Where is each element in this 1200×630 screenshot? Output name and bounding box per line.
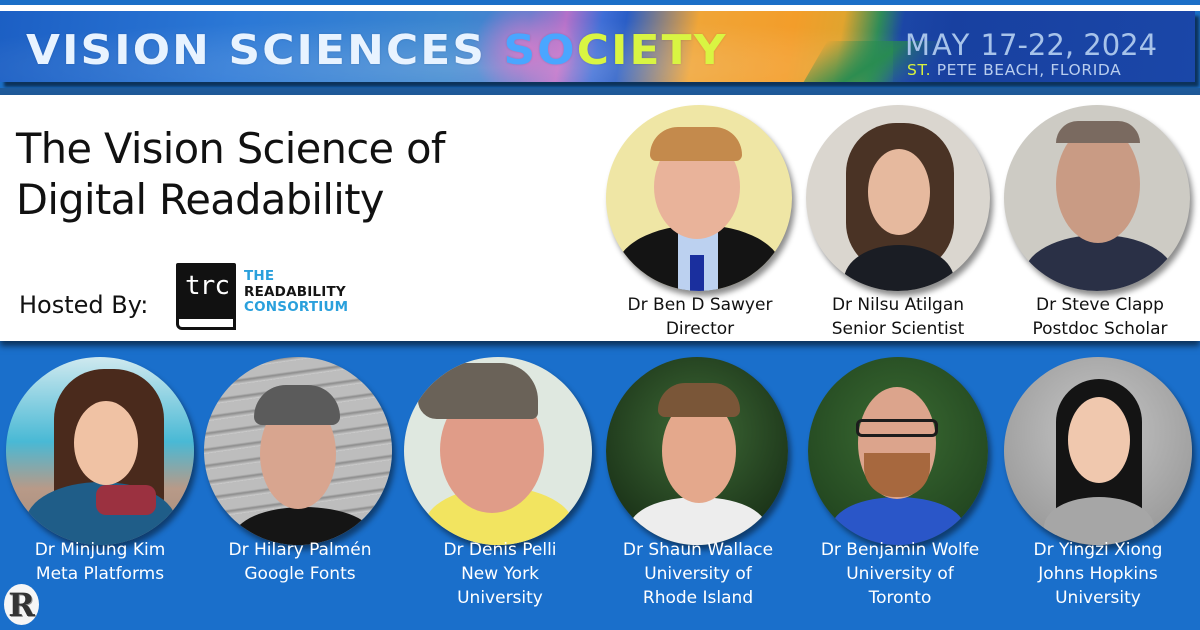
speakers-panel: Dr Minjung Kim Meta Platforms Dr Hilary … bbox=[0, 341, 1200, 630]
speaker-name: Dr Minjung Kim bbox=[34, 540, 166, 560]
event-title: The Vision Science of Digital Readabilit… bbox=[16, 123, 596, 225]
hosted-by-label: Hosted By: bbox=[19, 291, 149, 319]
event-info-panel: The Vision Science of Digital Readabilit… bbox=[0, 95, 1200, 341]
vss-organization-title: VISION SCIENCES SOCIETY bbox=[26, 26, 728, 76]
banner-pink-glow bbox=[470, 11, 580, 82]
portrait-photo bbox=[6, 357, 194, 545]
conference-location: ST. PETE BEACH, FLORIDA bbox=[907, 61, 1122, 79]
speaker-name: Dr Denis Pelli bbox=[443, 540, 557, 560]
person-role: Postdoc Scholar bbox=[1032, 319, 1168, 339]
portrait-photo bbox=[1004, 357, 1192, 545]
speaker-affiliation-line2: University bbox=[1055, 588, 1141, 608]
portrait-photo bbox=[808, 357, 988, 545]
speaker-name: Dr Shaun Wallace bbox=[622, 540, 774, 560]
speaker-affiliation: Google Fonts bbox=[244, 564, 356, 584]
person-name: Dr Steve Clapp bbox=[1036, 295, 1164, 315]
speaker-affiliation-line2: Rhode Island bbox=[642, 588, 754, 608]
person-name: Dr Ben D Sawyer bbox=[627, 295, 773, 315]
vss-title-part1: VISION SCIENCES bbox=[26, 26, 487, 74]
speaker-affiliation: Meta Platforms bbox=[35, 564, 165, 584]
event-title-line1: The Vision Science of bbox=[16, 124, 445, 173]
event-title-line2: Digital Readability bbox=[16, 175, 384, 224]
portrait-photo bbox=[404, 357, 592, 545]
vss-title-society: SOCIETY bbox=[503, 26, 728, 74]
speaker-affiliation: Johns Hopkins bbox=[1038, 564, 1158, 584]
person-name: Dr Nilsu Atilgan bbox=[831, 295, 965, 315]
trc-logo: trc THE READABILITY CONSORTIUM bbox=[176, 263, 366, 333]
trc-wordmark: THE READABILITY CONSORTIUM bbox=[244, 268, 349, 315]
speaker-name: Dr Yingzi Xiong bbox=[1033, 540, 1163, 560]
banner-date-panel bbox=[893, 11, 1195, 82]
top-white-line bbox=[0, 5, 1200, 11]
readability-r-logo-icon: R bbox=[4, 584, 39, 625]
portrait-photo bbox=[606, 105, 792, 291]
speaker-affiliation-line2: University bbox=[457, 588, 543, 608]
portrait-photo bbox=[1004, 105, 1190, 291]
vss-banner: VISION SCIENCES SOCIETY MAY 17-22, 2024 … bbox=[0, 11, 1195, 82]
portrait-photo bbox=[806, 105, 990, 291]
speaker-name: Dr Benjamin Wolfe bbox=[820, 540, 980, 560]
speaker-name: Dr Hilary Palmén bbox=[228, 540, 372, 560]
person-role: Director bbox=[665, 319, 735, 339]
banner-underline bbox=[0, 88, 1200, 95]
speaker-affiliation: University of bbox=[846, 564, 954, 584]
speaker-affiliation: New York bbox=[461, 564, 539, 584]
conference-dates: MAY 17-22, 2024 bbox=[905, 28, 1158, 62]
book-icon: trc bbox=[176, 263, 236, 330]
portrait-photo bbox=[204, 357, 392, 545]
person-role: Senior Scientist bbox=[831, 319, 965, 339]
speaker-affiliation: University of bbox=[644, 564, 752, 584]
portrait-photo bbox=[606, 357, 788, 545]
speaker-affiliation-line2: Toronto bbox=[868, 588, 932, 608]
